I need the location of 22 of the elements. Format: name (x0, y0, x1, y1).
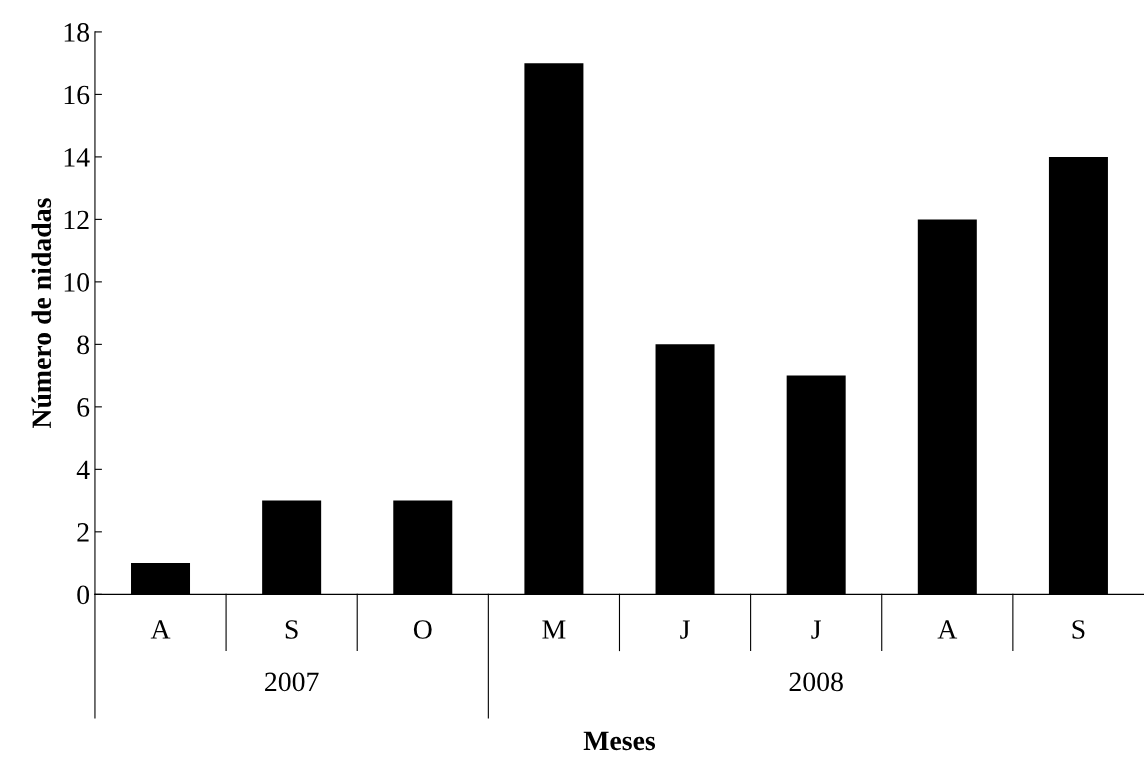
x-tick-label: J (680, 620, 690, 639)
x-tick-label: S (285, 620, 298, 639)
x-tick-label: J (811, 620, 821, 639)
x-axis-title: Meses (583, 731, 656, 751)
x-tick-label: O (413, 620, 432, 639)
x-tick-label: S (1072, 620, 1085, 639)
y-tick-label: 6 (77, 398, 90, 417)
y-tick-label: 18 (64, 23, 90, 42)
y-tick-label: 4 (76, 460, 90, 479)
y-axis-title: Número de nidadas (31, 198, 52, 429)
y-tick-label: 12 (64, 210, 89, 230)
y-tick-label: 2 (77, 523, 89, 542)
y-tick-label: 8 (77, 335, 90, 355)
x-tick-label: M (542, 620, 566, 639)
x-tick-label: A (937, 620, 958, 639)
y-tick-label: 14 (64, 148, 90, 167)
text: 2007 (265, 672, 319, 692)
y-tick-label: 10 (64, 273, 90, 292)
text: 2008 (789, 672, 843, 692)
y-tick-label: 16 (64, 85, 90, 105)
x-tick-label: A (150, 620, 171, 639)
y-tick-label: 0 (77, 585, 90, 605)
